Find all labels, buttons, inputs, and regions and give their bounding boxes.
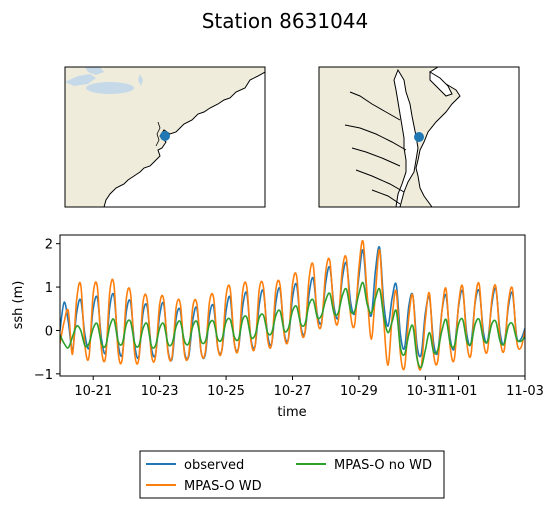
y-axis-ticks: −1 0 1 2 [34,238,60,383]
y-axis-label: ssh (m) [11,281,26,330]
lake-erie [65,74,96,86]
x-tick-label: 10-23 [141,384,179,399]
map-zoomed-station-marker [414,132,424,142]
map-regional [64,66,266,208]
lake-ontario [86,82,134,94]
legend-label-wd: MPAS-O WD [184,479,262,494]
map-regional-station-marker [160,131,170,141]
x-tick-label: 10-29 [340,384,378,399]
x-tick-label: 10-21 [74,384,112,399]
x-tick-label: 10-25 [207,384,245,399]
legend-label-nowd: MPAS-O no WD [334,458,432,473]
map-zoomed-river-5 [371,189,401,205]
map-zoomed-river-2 [344,124,407,151]
map-zoomed-frame [318,66,520,208]
y-tick-label: −1 [34,368,53,383]
map-zoomed-river-4 [355,169,405,193]
series-layer [60,239,525,371]
series-line-wd [60,239,525,371]
map-regional-frame [64,66,266,208]
figure-title: Station 8631044 [202,9,369,33]
lake-champlain [138,74,143,86]
x-tick-label: 10-27 [274,384,312,399]
x-tick-label: 11-03 [506,384,544,399]
map-zoomed-bay [393,68,419,207]
legend-box [139,450,445,499]
x-tick-label: 10-31 [406,384,444,399]
map-zoomed [318,66,520,208]
chesapeake-bay-small [155,121,161,147]
x-tick-label: 11-01 [440,384,478,399]
legend: observed MPAS-O WD MPAS-O no WD [139,450,445,499]
x-axis-label: time [277,405,306,420]
y-tick-label: 0 [45,324,53,339]
map-zoomed-river-3 [351,147,401,167]
map-zoomed-delaware-bay [429,71,453,97]
map-zoomed-river-1 [349,91,401,121]
map-regional-land [65,67,265,207]
y-tick-label: 2 [45,238,53,253]
legend-label-observed: observed [184,458,244,473]
series-line-nowd [60,281,525,369]
lake-huron-edge [85,67,104,75]
y-tick-label: 1 [45,281,53,296]
